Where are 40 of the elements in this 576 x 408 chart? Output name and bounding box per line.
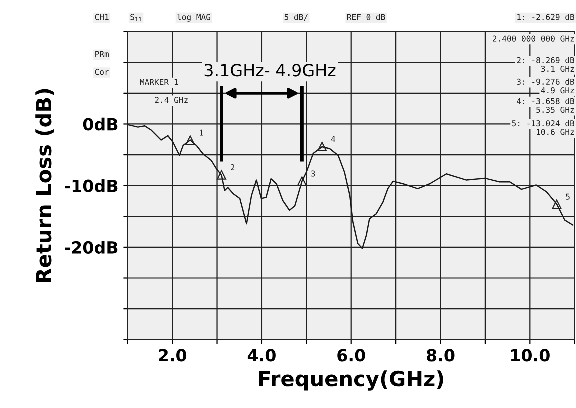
x-tick-label: 2.0 (159, 349, 187, 362)
annotation: MARKER 1 (140, 79, 178, 86)
y-tick-label: -20dB (65, 241, 118, 254)
annotation: 3.1 GHz (541, 66, 574, 72)
annotation: 3.1GHz- 4.9GHz (204, 64, 336, 77)
annotation: 5.35 GHz (536, 106, 574, 114)
point (318, 142, 328, 152)
point (552, 200, 562, 210)
point (186, 136, 196, 146)
annotation: 2: -8.269 dB (517, 57, 574, 64)
annotation: 2 (231, 164, 235, 170)
x-tick-label: 8.0 (427, 349, 455, 362)
annotation: 10.6 GHz (537, 129, 574, 136)
y-axis-title: Return Loss (dB) (36, 89, 54, 282)
text: 5 dB/ (284, 14, 308, 21)
x-axis-title: Frequency(GHz) (259, 370, 444, 391)
text: REF 0 dB (347, 14, 386, 20)
text: 1: -2.629 dB (518, 14, 574, 20)
annotation: 4: -3.658 dB (517, 98, 574, 104)
annotation: 1 (200, 130, 204, 136)
y-tick-label: -10dB (65, 180, 118, 192)
annotation: 2.400 000 000 GHz (493, 36, 574, 42)
annotation: 2.4 GHz (155, 97, 188, 104)
x-tick-label: 4.0 (248, 349, 276, 362)
text: Cor (95, 69, 110, 76)
y-tick-label: 0dB (83, 118, 118, 131)
text: CH1 (95, 14, 109, 20)
annotation: 5 (566, 194, 570, 200)
annotation: 4.9 GHz (541, 88, 574, 94)
annotation: 5: -13.024 dB (512, 120, 574, 127)
text: PRm (96, 51, 109, 58)
text: S$_{11}$ (130, 14, 142, 22)
text: log MAG (178, 14, 210, 22)
point (217, 170, 226, 180)
annotation: 3: -9.276 dB (517, 78, 574, 86)
x-tick-label: 6.0 (338, 349, 366, 362)
x-tick-label: 10.0 (511, 349, 550, 362)
annotation: 3 (311, 170, 316, 177)
point (297, 176, 307, 186)
annotation: 4 (331, 136, 336, 142)
